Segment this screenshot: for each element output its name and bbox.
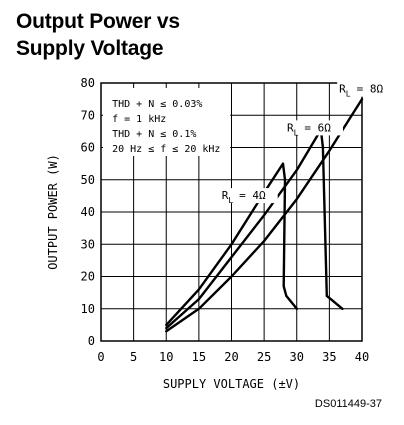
x-tick-label: 10 <box>159 350 173 364</box>
curve-rl-4-ohm <box>165 162 298 327</box>
curve-rl-8-ohm <box>165 97 364 333</box>
y-tick-label: 10 <box>81 302 95 316</box>
tick-labels: 0 5 10 15 20 25 30 35 40 0 10 20 30 40 50 60 70 80 <box>81 76 370 364</box>
curve-rl-6-ohm <box>165 128 344 330</box>
y-axis-label: OUTPUT POWER (W) <box>46 154 60 270</box>
curve-label-sub: L <box>294 128 299 137</box>
curve-label: RL = 4Ω <box>222 189 266 205</box>
labels: SUPPLY VOLTAGE (±V) OUTPUT POWER (W) THD +… <box>46 81 396 391</box>
y-tick-label: 0 <box>88 334 95 348</box>
annotation-line: 20 Hz ≤ f ≤ 20 kHz <box>112 144 220 155</box>
x-tick-label: 40 <box>355 350 369 364</box>
x-tick-label: 30 <box>290 350 304 364</box>
y-tick-label: 80 <box>81 76 95 90</box>
title-line-1: Output Power vs <box>16 10 180 33</box>
curve-label-value: = 8Ω <box>357 83 384 96</box>
curve-label-sub: L <box>228 196 233 205</box>
x-tick-label: 0 <box>97 350 104 364</box>
curve-label-sub: L <box>346 90 351 99</box>
x-tick-label: 5 <box>130 350 137 364</box>
curve-label-value: = 4Ω <box>239 189 266 202</box>
x-axis-label: SUPPLY VOLTAGE (±V) <box>163 377 300 391</box>
annotation-line: f = 1 kHz <box>112 114 166 125</box>
x-tick-label: 35 <box>322 350 336 364</box>
y-tick-label: 30 <box>81 237 95 251</box>
curves <box>165 97 364 333</box>
curve-label-r: R <box>222 189 229 202</box>
y-tick-label: 20 <box>81 270 95 284</box>
y-tick-label: 40 <box>81 205 95 219</box>
y-tick-label: 70 <box>81 108 95 122</box>
chart-title: Output Power vs Supply Voltage <box>16 8 180 62</box>
annotation-line: THD + N ≤ 0.03% <box>112 99 202 110</box>
x-tick-label: 15 <box>192 350 206 364</box>
x-tick-label: 25 <box>257 350 271 364</box>
annotation-background <box>103 88 231 156</box>
curve-label-background <box>284 120 343 136</box>
title-line-2: Supply Voltage <box>16 37 164 60</box>
annotation-line: THD + N ≤ 0.1% <box>112 129 196 140</box>
x-tick-label: 20 <box>224 350 238 364</box>
curve-label-background <box>337 81 396 97</box>
curve-label-r: R <box>339 83 346 96</box>
curve-label: RL = 6Ω <box>287 121 331 137</box>
plot-frame <box>100 82 363 342</box>
y-tick-label: 50 <box>81 173 95 187</box>
y-tick-label: 60 <box>81 141 95 155</box>
document-code: DS011449-37 <box>314 398 382 410</box>
curve-label-background <box>219 188 278 204</box>
curve-label-value: = 6Ω <box>304 121 331 134</box>
curve-label: RL = 8Ω <box>339 83 383 99</box>
curve-label-r: R <box>287 121 294 134</box>
